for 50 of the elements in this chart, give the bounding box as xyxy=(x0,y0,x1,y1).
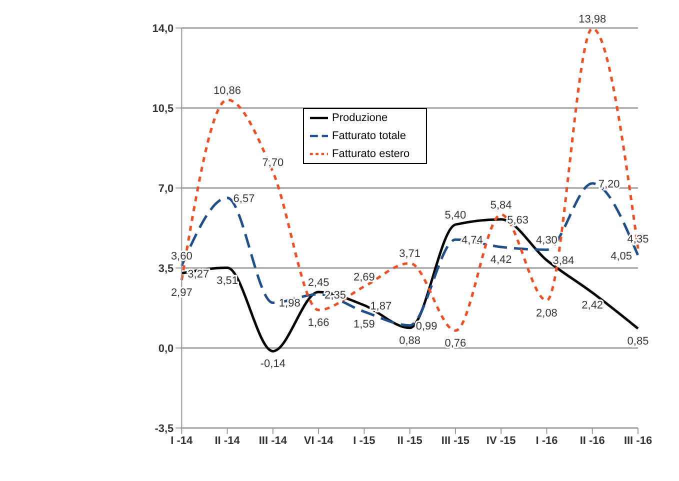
y-tick-label: -3,5 xyxy=(154,422,174,435)
data-label: 2,45 xyxy=(308,277,330,289)
data-label: -0,14 xyxy=(260,358,286,370)
legend-label: Produzione xyxy=(332,112,388,124)
x-tick-label: II -16 xyxy=(580,434,605,447)
x-tick-label: III -14 xyxy=(258,434,288,447)
data-label: 2,35 xyxy=(324,289,346,302)
x-tick-label: VI -14 xyxy=(304,434,334,447)
data-label: 1,59 xyxy=(353,318,375,331)
y-tick-label: 10,5 xyxy=(152,102,174,115)
data-label: 13,98 xyxy=(578,13,606,26)
data-label: 1,98 xyxy=(278,298,300,310)
data-label: 1,87 xyxy=(370,300,392,312)
data-label: 5,40 xyxy=(444,210,466,222)
data-label: 3,27 xyxy=(188,268,210,280)
data-label: 2,08 xyxy=(536,307,558,320)
data-label: 2,42 xyxy=(582,300,604,312)
data-label: 6,57 xyxy=(233,192,255,205)
data-label: 3,71 xyxy=(399,248,421,260)
data-label: 10,86 xyxy=(214,84,242,97)
x-tick-label: III -15 xyxy=(441,434,470,447)
data-label: 7,20 xyxy=(598,178,620,190)
x-tick-label: I -14 xyxy=(170,434,194,447)
data-label: 0,85 xyxy=(627,336,649,348)
data-label: 5,84 xyxy=(490,200,512,212)
x-tick-label: IV -15 xyxy=(486,434,516,447)
legend-label: Fatturato estero xyxy=(332,148,410,160)
data-label: 4,35 xyxy=(627,234,649,246)
y-tick-label: 14,0 xyxy=(152,22,174,35)
data-label: 7,70 xyxy=(262,157,284,169)
data-label: 1,66 xyxy=(308,317,330,330)
x-tick-label: I -15 xyxy=(353,434,376,447)
y-tick-label: 3,5 xyxy=(158,262,174,275)
y-tick-label: 0,0 xyxy=(158,342,174,355)
data-label: 0,76 xyxy=(444,338,466,350)
x-tick-label: III -16 xyxy=(624,434,652,447)
legend-label: Fatturato totale xyxy=(332,130,406,142)
data-label: 0,88 xyxy=(399,334,421,347)
data-label: 4,42 xyxy=(490,254,512,266)
y-tick-label: 7,0 xyxy=(158,182,174,195)
data-label: 2,69 xyxy=(353,272,375,284)
data-label: 3,84 xyxy=(552,255,574,268)
data-label: 3,51 xyxy=(216,274,238,287)
data-label: 2,97 xyxy=(170,287,192,300)
data-label: 5,63 xyxy=(507,214,529,226)
x-tick-label: II -15 xyxy=(397,434,422,447)
x-tick-label: I -16 xyxy=(536,434,558,447)
data-label: 4,05 xyxy=(610,250,632,262)
x-tick-label: II -14 xyxy=(214,434,241,447)
data-label: 0,99 xyxy=(416,320,438,332)
